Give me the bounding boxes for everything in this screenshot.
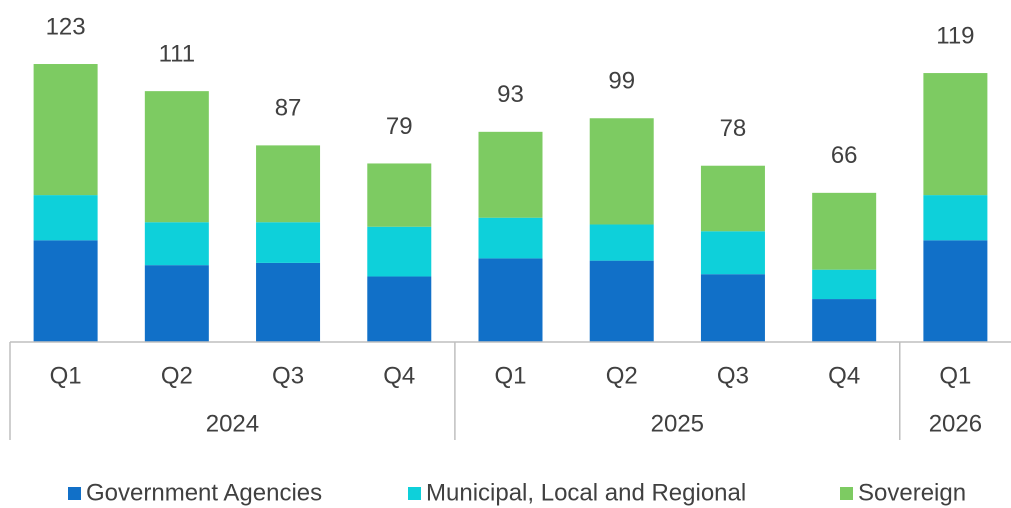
- total-label: 99: [608, 68, 635, 95]
- total-label: 123: [46, 13, 86, 40]
- total-label: 87: [275, 95, 302, 122]
- total-label: 78: [720, 115, 747, 142]
- bar-segment: [367, 163, 432, 227]
- bar-segment: [367, 226, 432, 277]
- bar-segment: [144, 222, 209, 266]
- bar-segment: [478, 258, 543, 342]
- total-label: 66: [831, 142, 858, 169]
- bar-segment: [589, 118, 654, 225]
- legend-label: Sovereign: [858, 479, 966, 506]
- bar-segment: [144, 91, 209, 223]
- bar-segment: [144, 265, 209, 342]
- group-label: 2025: [651, 410, 704, 437]
- bar-segment: [589, 260, 654, 342]
- total-label: 93: [497, 81, 524, 108]
- bar-segment: [256, 145, 321, 223]
- bar-segment: [33, 64, 98, 196]
- x-tick-label: Q4: [383, 362, 415, 389]
- x-tick-label: Q2: [161, 362, 193, 389]
- legend-swatch: [408, 487, 421, 500]
- bar-segment: [812, 269, 877, 300]
- bar-segment: [700, 165, 765, 232]
- legend-swatch: [840, 487, 853, 500]
- total-label: 111: [159, 40, 195, 67]
- x-tick-label: Q2: [606, 362, 638, 389]
- bar-segment: [923, 73, 988, 196]
- bar-segment: [478, 217, 543, 259]
- x-tick-label: Q3: [717, 362, 749, 389]
- x-tick-label: Q4: [828, 362, 860, 389]
- total-label: 119: [936, 22, 974, 49]
- legend-label: Municipal, Local and Regional: [426, 479, 746, 506]
- bar-segment: [256, 262, 321, 342]
- legend-label: Government Agencies: [86, 479, 322, 506]
- bar-segment: [923, 195, 988, 241]
- x-tick-label: Q1: [50, 362, 82, 389]
- bar-segment: [33, 195, 98, 241]
- bar-segment: [812, 192, 877, 270]
- legend-swatch: [68, 487, 81, 500]
- total-label: 79: [386, 113, 413, 140]
- bar-segment: [589, 224, 654, 261]
- group-label: 2026: [929, 410, 982, 437]
- bar-segment: [700, 274, 765, 342]
- group-label: 2024: [206, 410, 259, 437]
- bar-segment: [700, 231, 765, 275]
- bar-segment: [367, 276, 432, 342]
- x-tick-label: Q1: [939, 362, 971, 389]
- bar-segment: [256, 222, 321, 263]
- bar-segment: [923, 240, 988, 342]
- x-tick-label: Q3: [272, 362, 304, 389]
- bar-segment: [812, 299, 877, 342]
- x-tick-label: Q1: [494, 362, 526, 389]
- bar-segment: [33, 240, 98, 342]
- bar-segment: [478, 131, 543, 218]
